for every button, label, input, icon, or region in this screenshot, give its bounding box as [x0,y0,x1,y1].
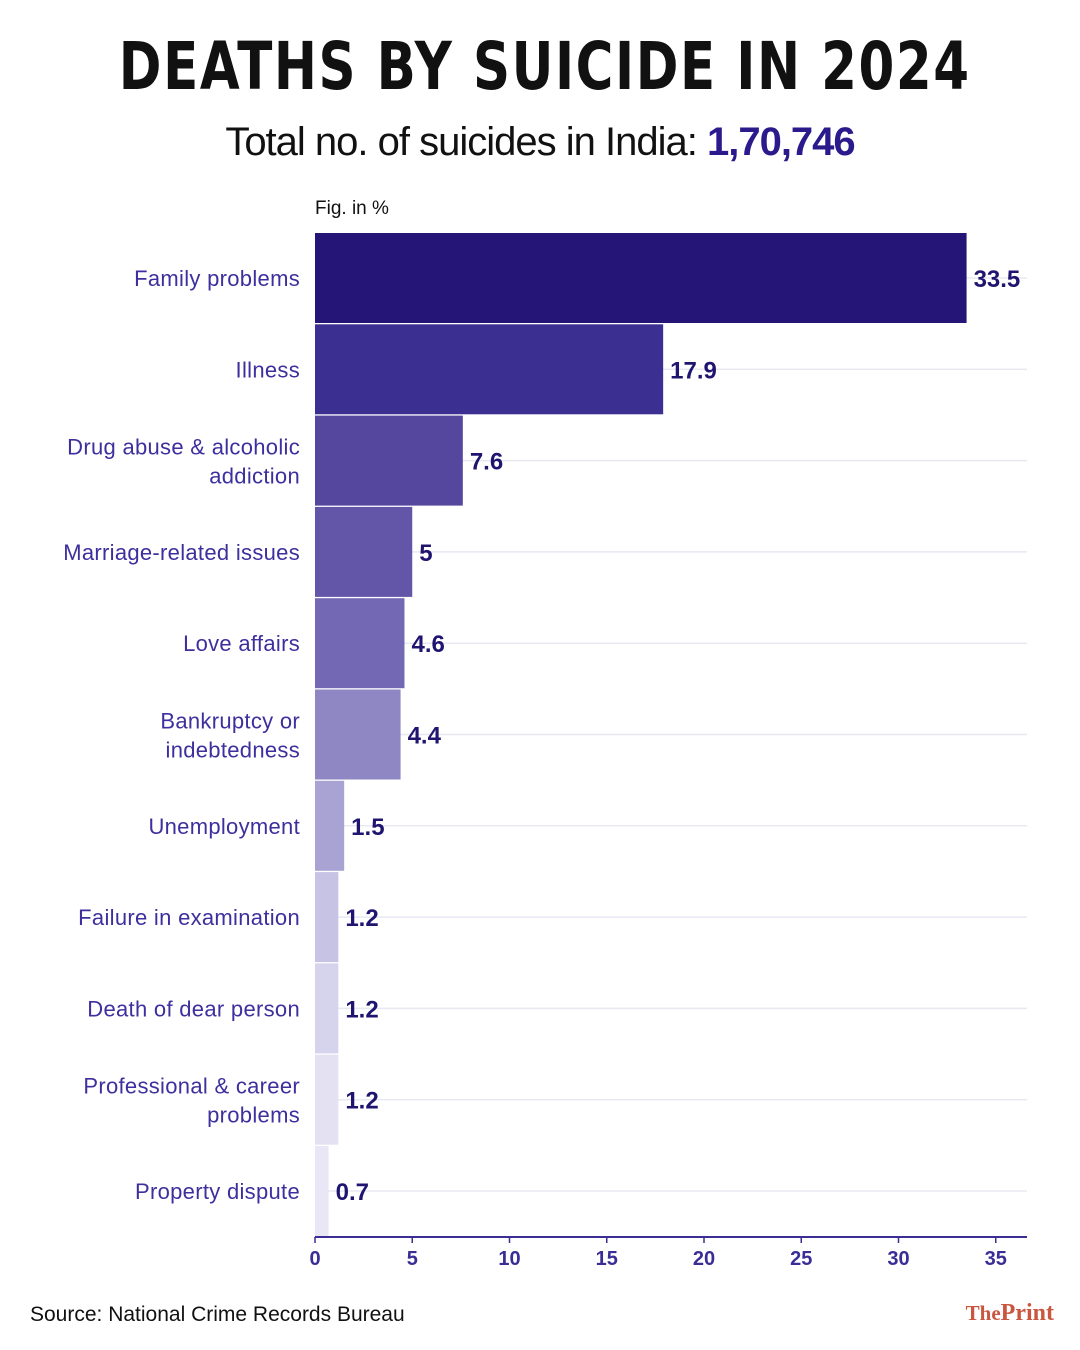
category-label: Unemployment [148,814,300,839]
bar [315,872,339,963]
chart-title: DEATHS BY SUICIDE IN 2024 [118,28,971,105]
logo-print: Print [1000,1300,1054,1326]
category-label: Marriage-related issues [63,540,300,565]
x-tick-label: 25 [790,1248,812,1270]
theprint-logo: ThePrint [966,1300,1054,1327]
bar-value-label: 4.4 [408,723,442,750]
bar [315,1146,329,1236]
bar-value-label: 33.5 [974,266,1021,293]
bar [315,598,405,689]
bar [315,324,664,415]
category-label: Drug abuse & alcoholic addiction [67,435,300,489]
bar [315,780,345,871]
bar-value-label: 4.6 [411,631,444,658]
subtitle-prefix: Total no. of suicides in India: [225,120,698,164]
bar [315,506,413,597]
bar [315,689,401,780]
category-label: Illness [236,357,300,382]
bar-value-label: 1.2 [345,1088,378,1115]
x-tick-label: 35 [985,1248,1007,1270]
bar [315,1054,339,1145]
bar-value-label: 7.6 [470,449,503,476]
source-note: Source: National Crime Records Bureau [30,1303,405,1326]
x-tick-label: 30 [887,1248,909,1270]
bar-chart: 33.5 Family problems 17.9 Illness 7.6 Drug ab… [63,233,1027,1270]
bar [315,963,339,1054]
x-tick-label: 15 [596,1248,618,1270]
category-label: Professional & career problems [83,1074,300,1128]
x-tick-label: 20 [693,1248,715,1270]
x-tick-label: 5 [407,1248,418,1270]
x-tick-label: 10 [498,1248,520,1270]
category-label: Family problems [134,266,300,291]
bar-value-label: 17.9 [670,357,717,384]
bar [315,233,967,323]
chart-subtitle: Total no. of suicides in India: 1,70,746 [0,120,1080,165]
bar-value-label: 1.2 [345,905,378,932]
unit-note: Fig. in % [315,198,389,219]
category-label: Property dispute [135,1179,300,1204]
bar-value-label: 0.7 [336,1179,369,1206]
bar-value-label: 1.5 [351,814,384,841]
bar-value-label: 1.2 [345,996,378,1023]
category-label: Death of dear person [87,996,300,1021]
category-label: Bankruptcy or indebtedness [160,709,300,763]
bar [315,415,463,506]
logo-the: The [965,1301,1001,1325]
x-tick-label: 0 [309,1248,320,1270]
category-label: Love affairs [183,631,300,656]
category-label: Failure in examination [78,905,300,930]
bar-value-label: 5 [419,540,432,567]
total-suicides-value: 1,70,746 [706,120,856,164]
